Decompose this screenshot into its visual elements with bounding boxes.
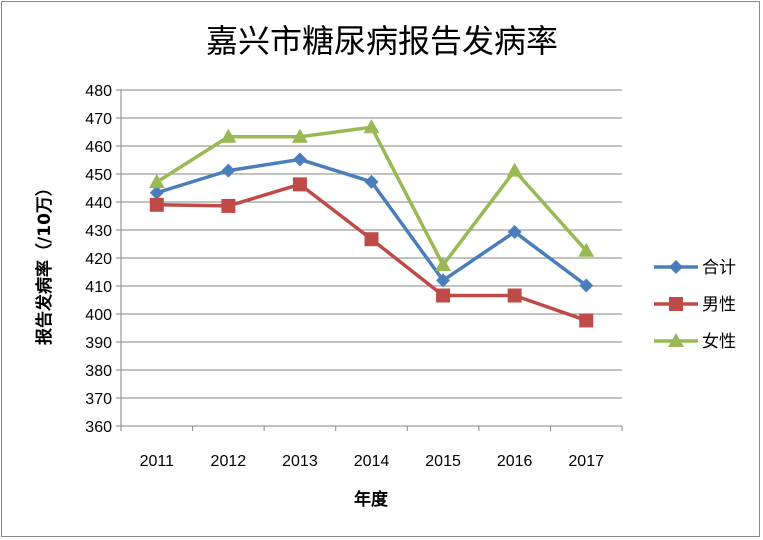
y-tick-labels: 360 370 380 390 400 410 420 430 440 450 460 470 480 bbox=[85, 83, 112, 436]
data-point bbox=[364, 174, 379, 189]
legend-label: 男性 bbox=[702, 295, 736, 315]
x-tick-label: 2015 bbox=[425, 453, 461, 470]
data-point bbox=[292, 152, 307, 167]
y-tick-label: 430 bbox=[85, 223, 112, 240]
legend-item: 合计 bbox=[654, 258, 736, 278]
legend-label: 女性 bbox=[702, 332, 736, 352]
legend-swatch-marker bbox=[669, 297, 683, 311]
x-tick-label: 2012 bbox=[211, 453, 247, 470]
x-tick-label: 2014 bbox=[354, 453, 390, 470]
y-tick-label: 400 bbox=[85, 307, 112, 324]
data-point bbox=[221, 163, 236, 178]
series-lines bbox=[148, 119, 595, 328]
data-point bbox=[364, 232, 379, 247]
legend-item: 男性 bbox=[654, 295, 736, 315]
x-tick-label: 2017 bbox=[568, 453, 604, 470]
data-point bbox=[148, 174, 165, 189]
x-tick-labels: 2011 2012 2013 2014 2015 2016 2017 bbox=[140, 453, 605, 470]
legend-label: 合计 bbox=[702, 258, 736, 278]
y-tick-label: 470 bbox=[85, 111, 112, 128]
x-tick-label: 2016 bbox=[497, 453, 533, 470]
y-tick-label: 380 bbox=[85, 363, 112, 380]
x-tick-label: 2011 bbox=[140, 453, 175, 470]
data-point bbox=[435, 257, 452, 271]
y-tick-label: 370 bbox=[85, 391, 112, 408]
y-tick-label: 420 bbox=[85, 251, 112, 268]
data-point bbox=[363, 119, 380, 134]
data-point bbox=[507, 224, 522, 239]
x-tick-label: 2013 bbox=[282, 453, 318, 470]
data-point bbox=[579, 313, 594, 328]
y-tick-label: 440 bbox=[85, 195, 112, 212]
legend-swatch-marker bbox=[669, 260, 683, 274]
y-tick-label: 480 bbox=[85, 83, 112, 100]
chart-title: 嘉兴市糖尿病报告发病率 bbox=[206, 22, 558, 60]
data-point bbox=[579, 278, 594, 293]
series-0 bbox=[149, 152, 594, 293]
series-line bbox=[156, 182, 587, 323]
y-tick-label: 450 bbox=[85, 167, 112, 184]
data-point bbox=[506, 162, 523, 177]
data-point bbox=[436, 288, 451, 303]
axes bbox=[120, 90, 623, 431]
data-point bbox=[221, 198, 236, 213]
legend-swatch-marker bbox=[668, 333, 684, 347]
y-tick-label: 460 bbox=[85, 139, 112, 156]
y-tick-label: 390 bbox=[85, 335, 112, 352]
series-1 bbox=[149, 177, 594, 328]
x-axis-label: 年度 bbox=[354, 489, 389, 510]
y-axis-label: 报告发病率（/10万） bbox=[34, 179, 55, 345]
data-point bbox=[149, 185, 164, 200]
y-tick-label: 410 bbox=[85, 279, 112, 296]
data-point bbox=[436, 273, 451, 288]
data-point bbox=[291, 128, 308, 143]
data-point bbox=[292, 177, 307, 192]
data-point bbox=[220, 128, 237, 143]
data-point bbox=[578, 242, 595, 257]
series-2 bbox=[148, 119, 595, 271]
data-point bbox=[507, 288, 522, 303]
data-point bbox=[149, 197, 164, 212]
y-tick-label: 360 bbox=[85, 419, 112, 436]
legend-item: 女性 bbox=[654, 332, 736, 352]
gridlines bbox=[116, 89, 622, 427]
